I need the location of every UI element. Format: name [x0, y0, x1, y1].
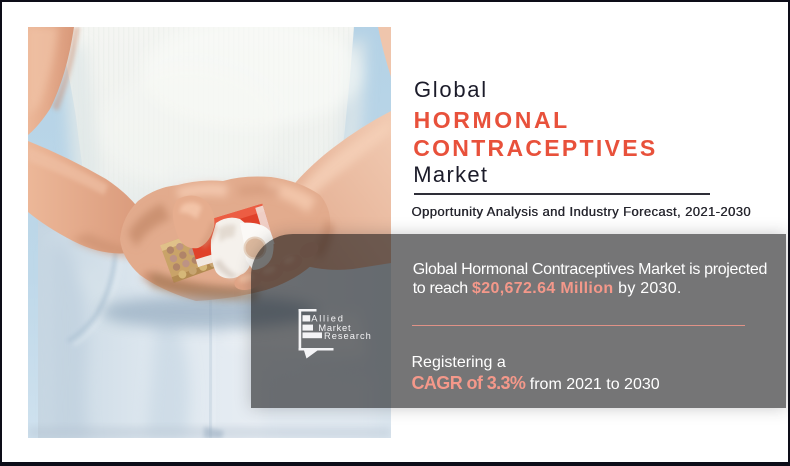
svg-text:Allied: Allied [311, 314, 345, 324]
svg-text:Market: Market [318, 323, 351, 333]
svg-text:Research: Research [324, 331, 372, 341]
